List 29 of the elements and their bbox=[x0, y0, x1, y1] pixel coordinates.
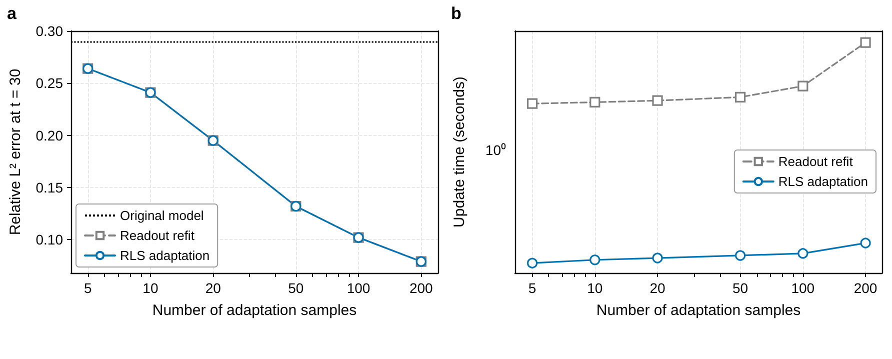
x-tick-label: 50 bbox=[288, 280, 304, 296]
legend-label: Original model bbox=[120, 208, 204, 223]
x-tick-label: 20 bbox=[650, 280, 666, 296]
legend-label: RLS adaptation bbox=[120, 248, 210, 263]
y-tick-label: 0.30 bbox=[36, 23, 64, 39]
x-tick-label: 5 bbox=[528, 280, 536, 296]
x-tick-label: 50 bbox=[732, 280, 748, 296]
text: 10⁰ bbox=[485, 142, 506, 158]
x-tick-label: 20 bbox=[205, 280, 222, 296]
x-tick-label: 100 bbox=[346, 280, 370, 296]
x-tick-label: 200 bbox=[854, 280, 878, 296]
legend-label: RLS adaptation bbox=[778, 174, 868, 189]
x-axis-title: Number of adaptation samples bbox=[596, 302, 801, 319]
y-tick-label: 0.15 bbox=[36, 179, 64, 196]
x-tick-label: 200 bbox=[409, 280, 434, 296]
x-tick-label: 100 bbox=[791, 280, 815, 296]
chart-title: b bbox=[451, 4, 462, 23]
y-axis-title: Relative L² error at t = 30 bbox=[7, 68, 24, 236]
y-tick-label: 0.10 bbox=[36, 232, 64, 248]
x-tick-label: 5 bbox=[84, 280, 92, 296]
legend-label: Readout refit bbox=[778, 154, 854, 169]
y-axis-title: Update time (seconds) bbox=[451, 76, 468, 228]
y-tick-label: 0.25 bbox=[36, 75, 64, 92]
chart-title: a bbox=[7, 4, 17, 23]
x-axis-title: Number of adaptation samples bbox=[152, 302, 357, 319]
y-tick-label: 0.20 bbox=[36, 127, 64, 144]
x-tick-label: 10 bbox=[142, 280, 158, 296]
legend-label: Readout refit bbox=[120, 228, 195, 243]
x-tick-label: 10 bbox=[587, 280, 603, 296]
